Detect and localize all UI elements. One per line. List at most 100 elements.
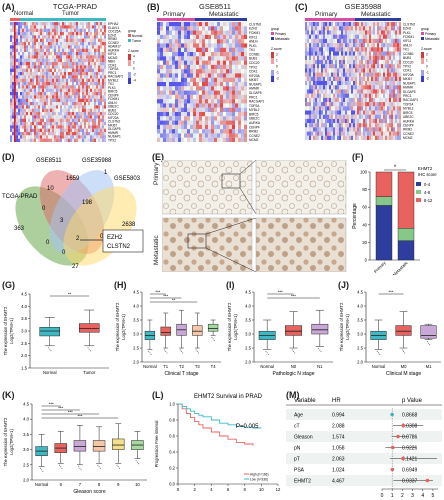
heatmap-cell: [327, 68, 330, 73]
heatmap-cell: [181, 86, 185, 91]
heatmap-cell: [375, 22, 378, 27]
heatmap-cell: [172, 124, 176, 130]
heatmap-cell: [88, 132, 91, 136]
heatmap-cell: [229, 90, 233, 95]
heatmap-cell: [367, 26, 370, 31]
heatmap-cell: [26, 62, 29, 66]
heatmap-cell: [333, 72, 336, 77]
heatmap-cell: [309, 51, 312, 56]
heatmap-cell: [345, 47, 348, 52]
heatmap-cell: [12, 102, 15, 106]
heatmap-cell: [385, 76, 388, 82]
heatmap-cell: [70, 135, 73, 139]
heatmap-cell: [16, 118, 19, 123]
heatmap-cell: [100, 45, 103, 49]
heatmap-cell: [70, 118, 73, 123]
heatmap-cell: [22, 115, 25, 119]
heatmap-cell: [102, 95, 105, 99]
heatmap-cell: [102, 22, 105, 26]
heatmap-cell: [359, 22, 362, 27]
heatmap-cell: [38, 48, 41, 53]
row-variable: EHMT2: [294, 479, 311, 485]
heatmap-cell: [381, 55, 384, 60]
heatmap-cell: [385, 114, 388, 119]
heatmap-cell: [90, 45, 93, 49]
heatmap-cell: [367, 59, 370, 65]
heatmap-cell: [327, 26, 330, 31]
heatmap-cell: [226, 103, 230, 108]
heatmap-cell: [102, 38, 105, 43]
heatmap-cell: [172, 82, 176, 87]
heatmap-cell: [70, 98, 73, 103]
heatmap-cell: [387, 72, 390, 77]
outlier-point: [291, 349, 293, 351]
heatmap-cell: [327, 135, 330, 140]
heatmap-cell: [92, 65, 95, 69]
heatmap-cell: [68, 95, 71, 99]
heatmap-cell: [226, 64, 230, 70]
heatmap-cell: [389, 26, 392, 31]
heatmap-cell: [309, 85, 312, 90]
heatmap-cell: [379, 114, 382, 119]
heatmap-cell: [58, 62, 61, 66]
heatmap-cell: [38, 35, 41, 39]
heatmap-cell: [60, 95, 63, 99]
heatmap-cell: [60, 32, 63, 36]
heatmap-cell: [196, 129, 200, 134]
gene-label: NUSAP1: [403, 81, 416, 85]
heatmap-cell: [92, 72, 95, 76]
heatmap-cell: [40, 65, 43, 69]
heatmap-cell: [327, 38, 330, 44]
row-pvalue: 0.9226: [402, 446, 418, 452]
heatmap-cell: [335, 135, 338, 140]
heatmap-cell: [34, 82, 37, 86]
heatmap-cell: [311, 47, 314, 52]
heatmap-cell: [387, 81, 390, 86]
heatmap-cell: [10, 112, 13, 116]
heatmap-cell: [166, 52, 170, 57]
heatmap-cell: [371, 47, 374, 52]
heatmap-cell: [367, 102, 370, 107]
heatmap-cell: [157, 60, 161, 65]
heatmap-cell: [397, 93, 400, 98]
heatmap-cell: [199, 56, 203, 61]
heatmap-cell: [226, 56, 230, 61]
heatmap-cell: [100, 135, 103, 139]
heatmap-cell: [94, 135, 97, 139]
heatmap-cell: [367, 123, 370, 128]
heatmap-cell: [100, 22, 103, 26]
heatmap-cell: [94, 62, 97, 66]
heatmap-cell: [64, 98, 67, 103]
heatmap-cell: [377, 97, 380, 103]
heatmap-cell: [341, 38, 344, 44]
heatmap-cell: [88, 115, 91, 119]
heatmap-cell: [42, 58, 45, 63]
legend-scale-cell: [421, 58, 424, 64]
heatmap-cell: [84, 32, 87, 36]
heatmap-cell: [20, 95, 23, 99]
heatmap-cell: [187, 64, 191, 70]
heatmap-cell: [52, 95, 55, 99]
heatmap-cell: [46, 58, 49, 63]
heatmap-cell: [76, 95, 79, 99]
heatmap-cell: [20, 38, 23, 43]
heatmap-cell: [50, 25, 53, 29]
heatmap-cell: [88, 88, 91, 93]
heatmap-cell: [96, 45, 99, 49]
heatmap-cell: [363, 131, 366, 136]
heatmap-cell: [367, 22, 370, 27]
heatmap-cell: [329, 38, 332, 44]
heatmap-cell: [163, 64, 167, 70]
heatmap-cell: [90, 135, 93, 139]
heatmap-cell: [365, 43, 368, 48]
heatmap-cell: [40, 22, 43, 26]
heatmap-cell: [36, 35, 39, 39]
heatmap-cell: [66, 118, 69, 123]
heatmap-cell: [58, 138, 61, 142]
heatmap-cell: [232, 39, 236, 44]
heatmap-cell: [333, 76, 336, 82]
heatmap-cell: [82, 38, 85, 43]
heatmap-cell: [100, 38, 103, 43]
heatmap-cell: [339, 22, 342, 27]
heatmap-cell: [12, 125, 15, 129]
